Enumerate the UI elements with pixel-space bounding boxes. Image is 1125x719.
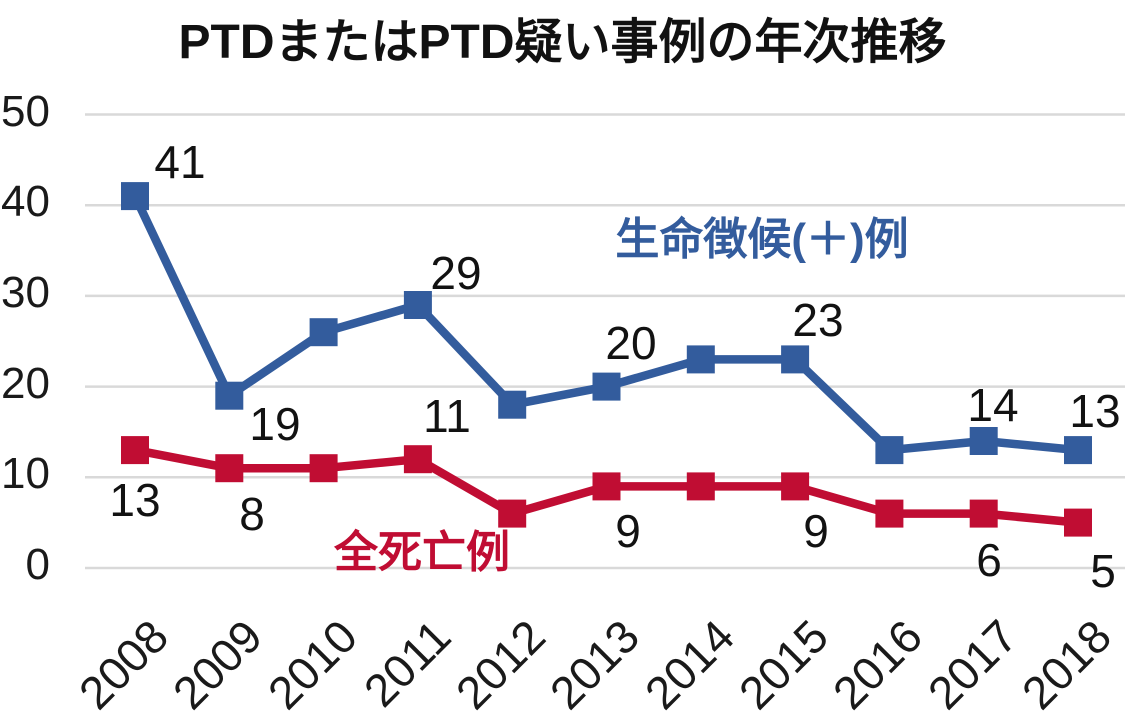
data-point-marker-0-2008 xyxy=(121,182,149,211)
data-point-marker-0-2018 xyxy=(1064,436,1092,465)
data-point-marker-1-2018 xyxy=(1064,508,1092,537)
data-point-marker-0-2017 xyxy=(969,427,998,455)
point-label-1-2015: 9 xyxy=(803,505,829,557)
point-label-0-2009: 19 xyxy=(249,398,301,450)
data-point-marker-0-2010 xyxy=(309,318,338,347)
point-label-0-2015: 23 xyxy=(792,294,844,346)
data-point-marker-1-2013 xyxy=(592,472,621,501)
point-label-0-2017: 14 xyxy=(967,379,1019,431)
point-label-1-2008: 13 xyxy=(109,474,161,526)
y-tick-40: 40 xyxy=(1,177,50,226)
series-label-0: 生命徴候(＋)例 xyxy=(615,215,909,264)
data-point-marker-1-2009 xyxy=(215,454,244,483)
point-label-1-2018: 5 xyxy=(1090,545,1116,597)
point-label-0-2013: 20 xyxy=(605,317,657,369)
point-label-1-2017: 6 xyxy=(976,534,1002,586)
data-point-marker-1-2011 xyxy=(403,445,432,474)
data-point-marker-1-2010 xyxy=(309,454,338,483)
y-tick-10: 10 xyxy=(1,449,50,498)
data-point-marker-0-2014 xyxy=(686,345,715,374)
data-point-marker-1-2015 xyxy=(781,472,810,501)
data-point-marker-0-2012 xyxy=(498,390,527,419)
y-tick-50: 50 xyxy=(1,87,50,136)
point-label-1-2013: 9 xyxy=(615,505,641,557)
point-label-0-2008: 41 xyxy=(154,136,206,188)
y-tick-20: 20 xyxy=(1,359,50,408)
data-point-marker-1-2017 xyxy=(969,499,998,528)
data-point-marker-1-2012 xyxy=(498,499,527,528)
data-point-marker-0-2013 xyxy=(592,372,621,401)
data-point-marker-1-2016 xyxy=(875,499,904,528)
data-point-marker-0-2011 xyxy=(403,291,432,319)
point-label-1-2011: 11 xyxy=(423,390,471,442)
point-label-1-2009: 8 xyxy=(239,488,265,540)
data-point-marker-0-2016 xyxy=(875,436,904,465)
point-label-0-2018: 13 xyxy=(1069,385,1121,437)
data-point-marker-1-2008 xyxy=(121,436,149,465)
y-tick-0: 0 xyxy=(25,540,50,589)
data-point-marker-1-2014 xyxy=(686,472,715,501)
series-label-1: 全死亡例 xyxy=(334,528,510,577)
data-point-marker-0-2009 xyxy=(215,381,244,410)
point-label-0-2011: 29 xyxy=(430,247,482,299)
chart-title: PTDまたはPTD疑い事例の年次推移 xyxy=(178,16,947,69)
y-tick-30: 30 xyxy=(1,268,50,317)
data-point-marker-0-2015 xyxy=(781,345,810,374)
